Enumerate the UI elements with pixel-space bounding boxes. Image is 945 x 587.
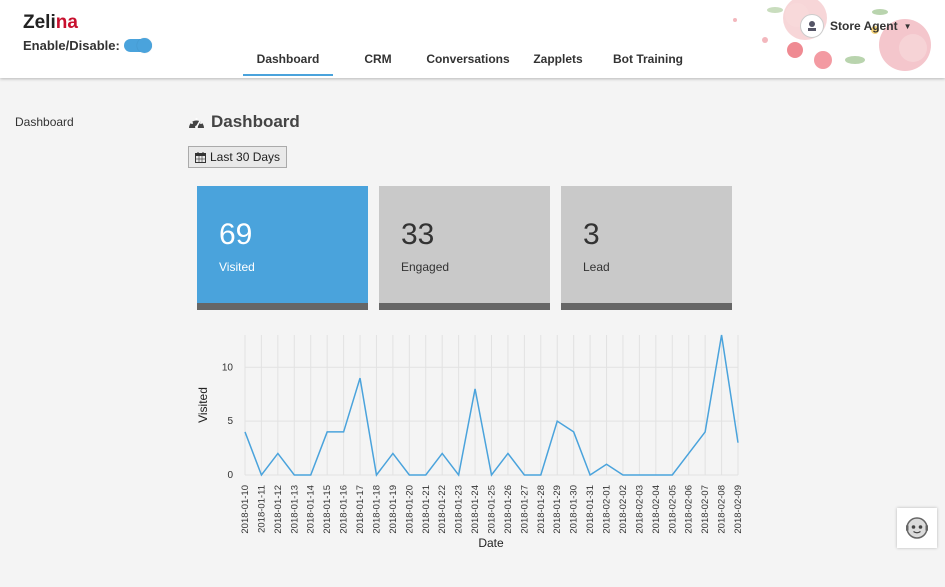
top-header: Zelina Enable/Disable: Dashboard CRM Con… — [0, 0, 945, 78]
main-nav: Dashboard CRM Conversations Zapplets Bot… — [243, 52, 693, 76]
tab-bot-training[interactable]: Bot Training — [613, 52, 683, 66]
enable-toggle-row: Enable/Disable: — [23, 38, 152, 53]
chatbot-launcher[interactable] — [897, 508, 937, 548]
x-tick-label: 2018-02-04 — [651, 485, 662, 534]
x-tick-label: 2018-02-03 — [634, 485, 645, 534]
x-tick-label: 2018-01-17 — [355, 485, 366, 534]
x-tick-label: 2018-01-31 — [585, 485, 596, 534]
x-tick-label: 2018-01-23 — [454, 485, 465, 534]
x-axis-label: Date — [478, 536, 504, 550]
stat-card-visited[interactable]: 69 Visited — [197, 186, 368, 310]
x-tick-label: 2018-02-05 — [667, 485, 678, 534]
stat-label: Engaged — [401, 260, 450, 274]
user-menu[interactable]: Store Agent ▼ — [800, 14, 911, 38]
store-logo-icon — [808, 21, 816, 31]
chatbot-icon — [906, 517, 928, 539]
calendar-icon — [195, 151, 206, 163]
x-tick-label: 2018-02-01 — [602, 485, 613, 534]
sidebar-item-dashboard[interactable]: Dashboard — [15, 115, 74, 129]
x-tick-label: 2018-01-15 — [322, 485, 333, 534]
date-range-label: Last 30 Days — [210, 150, 281, 164]
stat-label: Visited — [219, 260, 255, 274]
toggle-knob — [136, 38, 152, 53]
avatar — [800, 14, 824, 38]
caret-down-icon: ▼ — [903, 21, 912, 31]
enable-toggle[interactable] — [123, 38, 152, 53]
tab-zapplets[interactable]: Zapplets — [533, 52, 583, 66]
x-tick-label: 2018-01-22 — [437, 485, 448, 534]
x-tick-label: 2018-01-26 — [503, 485, 514, 534]
brand-logo: Zelina — [23, 12, 78, 33]
x-tick-label: 2018-01-16 — [339, 485, 350, 534]
stat-label: Lead — [583, 260, 610, 274]
x-tick-label: 2018-01-29 — [552, 485, 563, 534]
stat-value: 69 — [219, 218, 253, 251]
toggle-label: Enable/Disable: — [23, 38, 120, 53]
stat-value: 33 — [401, 218, 435, 251]
card-footer-bar — [379, 303, 550, 310]
tab-crm[interactable]: CRM — [364, 52, 392, 66]
series-line-visited — [244, 334, 739, 477]
y-tick-label: 5 — [227, 416, 233, 427]
x-tick-label: 2018-02-07 — [700, 485, 711, 534]
x-tick-label: 2018-02-06 — [684, 485, 695, 534]
x-tick-label: 2018-01-24 — [470, 485, 481, 534]
x-tick-label: 2018-01-18 — [371, 485, 382, 534]
x-tick-label: 2018-01-30 — [569, 485, 580, 534]
stat-card-engaged[interactable]: 33 Engaged — [379, 186, 550, 310]
x-tick-label: 2018-02-02 — [618, 485, 629, 534]
x-tick-label: 2018-01-10 — [240, 485, 251, 534]
x-tick-label: 2018-01-28 — [536, 485, 547, 534]
dashboard-gauge-icon — [189, 117, 204, 128]
card-footer-bar — [197, 303, 368, 310]
date-range-button[interactable]: Last 30 Days — [188, 146, 288, 168]
user-name: Store Agent — [830, 19, 898, 33]
visited-line-chart: 0 5 10 2018-01-10 2018-01-11 2018-01-12 2018-0… — [196, 334, 744, 550]
x-tick-label: 2018-01-19 — [388, 485, 399, 534]
y-axis-label: Visited — [196, 387, 210, 423]
x-tick-label: 2018-02-09 — [733, 485, 744, 534]
tab-dashboard[interactable]: Dashboard — [243, 52, 333, 76]
y-tick-label: 10 — [222, 362, 234, 373]
page-title: Dashboard — [188, 112, 300, 132]
card-footer-bar — [561, 303, 732, 310]
x-tick-label: 2018-01-21 — [421, 485, 432, 534]
tab-conversations[interactable]: Conversations — [426, 52, 510, 66]
x-tick-label: 2018-01-25 — [487, 485, 498, 534]
stat-value: 3 — [583, 218, 600, 251]
x-tick-label: 2018-01-27 — [519, 485, 530, 534]
x-tick-label: 2018-01-14 — [306, 485, 317, 534]
y-tick-label: 0 — [227, 470, 233, 481]
x-tick-label: 2018-02-08 — [717, 485, 728, 534]
page-title-text: Dashboard — [211, 112, 300, 131]
x-tick-label: 2018-01-20 — [404, 485, 415, 534]
x-tick-label: 2018-01-13 — [289, 485, 300, 534]
stat-card-lead[interactable]: 3 Lead — [561, 186, 732, 310]
floral-decoration — [733, 0, 931, 71]
x-tick-label: 2018-01-12 — [273, 485, 284, 534]
x-tick-label: 2018-01-11 — [256, 485, 267, 533]
